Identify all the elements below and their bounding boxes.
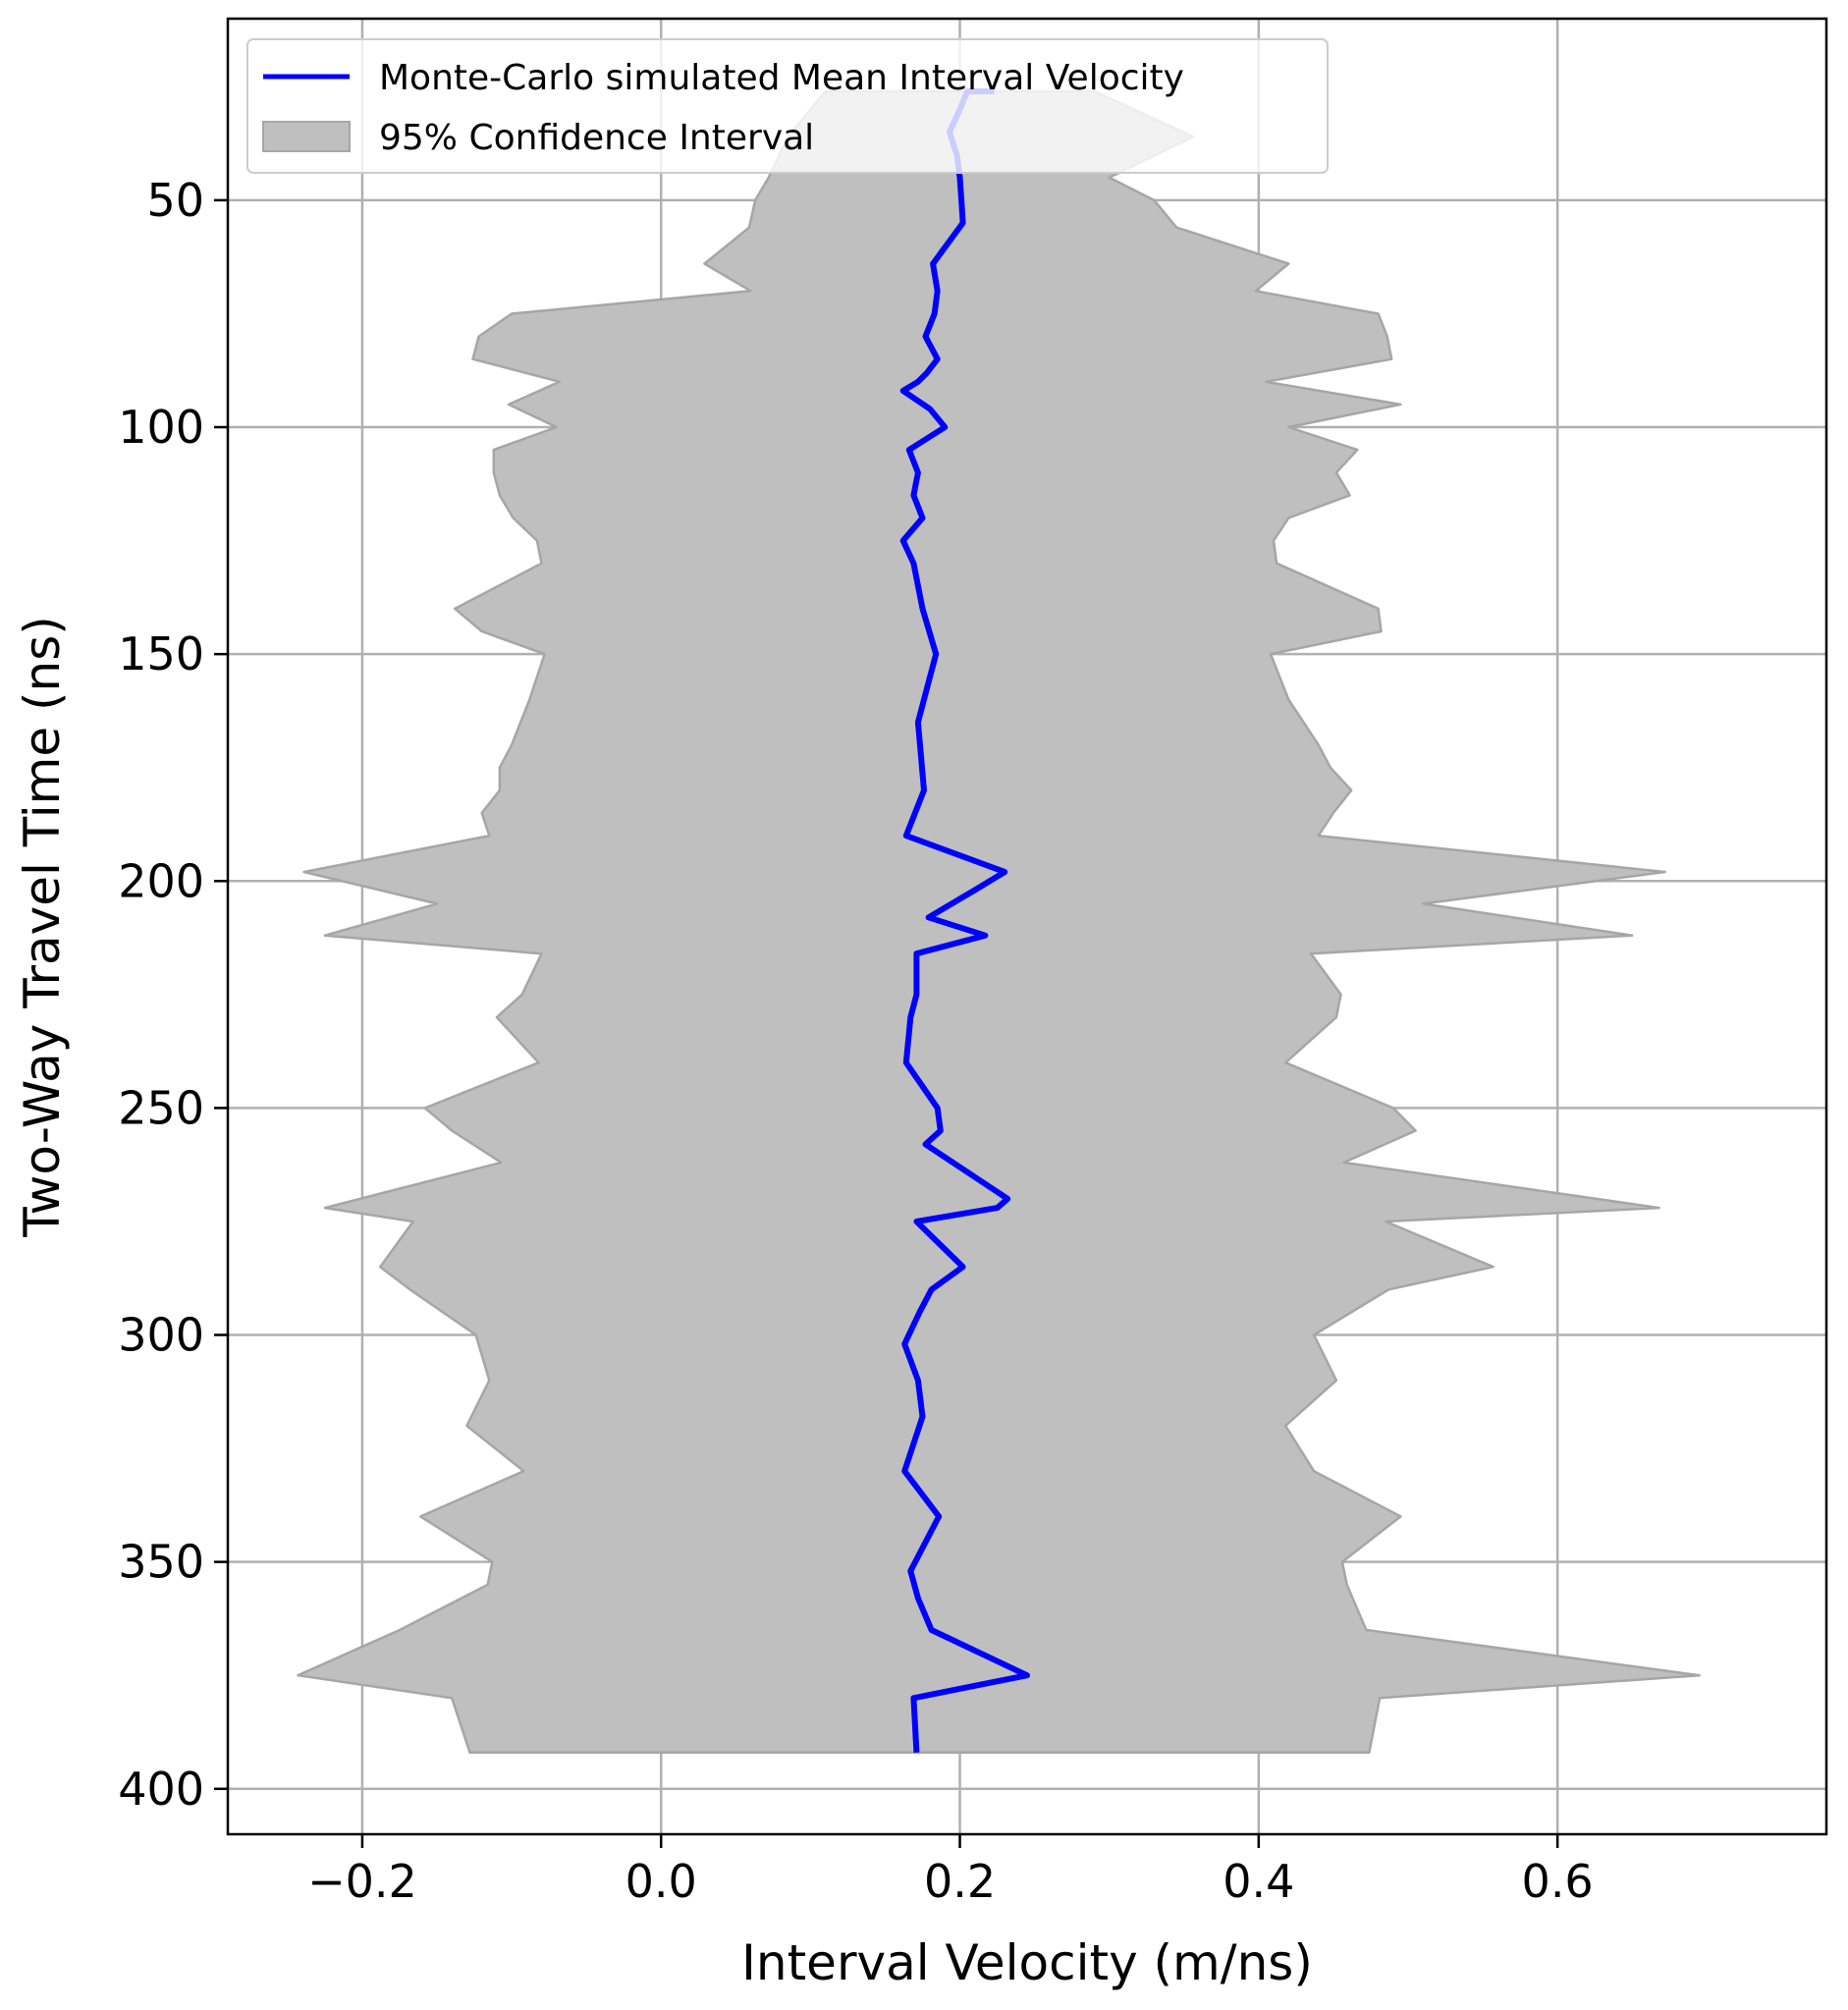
legend-box	[246, 38, 1329, 174]
y-tick-label: 50	[146, 174, 204, 227]
x-tick-label: 0.6	[1522, 1855, 1594, 1908]
legend-entry-confidence: 95% Confidence Interval	[379, 118, 814, 158]
y-tick-label: 350	[118, 1536, 204, 1589]
y-tick-label: 400	[118, 1763, 204, 1816]
y-tick-label: 150	[118, 627, 204, 680]
mean-velocity-line	[899, 88, 1030, 1753]
x-tick-label: 0.0	[625, 1855, 697, 1908]
legend-entry-mean: Monte-Carlo simulated Mean Interval Velo…	[379, 58, 1184, 98]
legend: Monte-Carlo simulated Mean Interval Velo…	[246, 38, 1329, 174]
y-tick-label: 300	[118, 1309, 204, 1362]
x-tick-label: 0.4	[1223, 1855, 1294, 1908]
x-tick-label: 0.2	[924, 1855, 996, 1908]
confidence-band	[297, 89, 1701, 1755]
y-tick-label: 250	[118, 1081, 204, 1134]
confidence-band-layer	[297, 89, 1701, 1755]
legend-band-swatch	[262, 121, 351, 152]
mean-line-layer	[899, 88, 1030, 1753]
y-tick-label: 100	[118, 401, 204, 454]
ticks: −0.2 0.0 0.2 0.4 0.6 50 100 150 200 250 300 350 400	[118, 174, 1594, 1908]
x-axis-label: Interval Velocity (m/ns)	[741, 1934, 1313, 1991]
x-tick-label: −0.2	[307, 1855, 417, 1908]
y-tick-label: 200	[118, 854, 204, 907]
y-axis-label: Two-Way Travel Time (ns)	[14, 616, 71, 1238]
plot-frame	[226, 17, 1828, 1836]
